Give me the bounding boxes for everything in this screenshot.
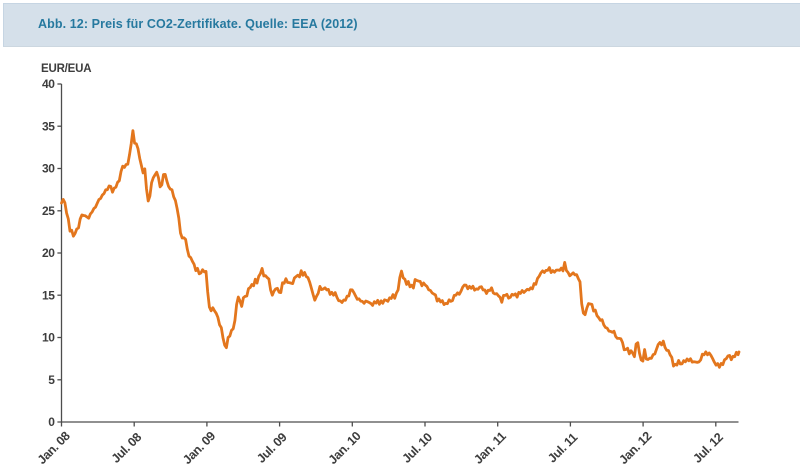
svg-text:40: 40 <box>42 77 55 91</box>
svg-text:Jan. 08: Jan. 08 <box>35 429 73 467</box>
svg-text:EUR/EUA: EUR/EUA <box>41 63 91 75</box>
svg-text:25: 25 <box>42 204 55 218</box>
svg-text:Jul. 11: Jul. 11 <box>545 430 580 465</box>
svg-text:Jul. 12: Jul. 12 <box>690 430 726 466</box>
svg-text:15: 15 <box>42 288 55 302</box>
svg-text:0: 0 <box>48 415 55 429</box>
svg-text:20: 20 <box>42 246 55 260</box>
svg-text:5: 5 <box>48 373 55 387</box>
svg-text:Jul. 10: Jul. 10 <box>399 430 435 466</box>
svg-text:10: 10 <box>42 331 55 345</box>
svg-text:Jan. 10: Jan. 10 <box>326 429 364 467</box>
svg-text:35: 35 <box>42 119 55 133</box>
svg-text:Jan. 09: Jan. 09 <box>180 429 218 467</box>
svg-text:Jan. 12: Jan. 12 <box>616 429 654 467</box>
svg-text:30: 30 <box>42 162 55 176</box>
svg-text:Jul. 08: Jul. 08 <box>109 430 145 466</box>
svg-text:Jul. 09: Jul. 09 <box>254 430 290 466</box>
svg-text:Jan. 11: Jan. 11 <box>471 429 509 467</box>
